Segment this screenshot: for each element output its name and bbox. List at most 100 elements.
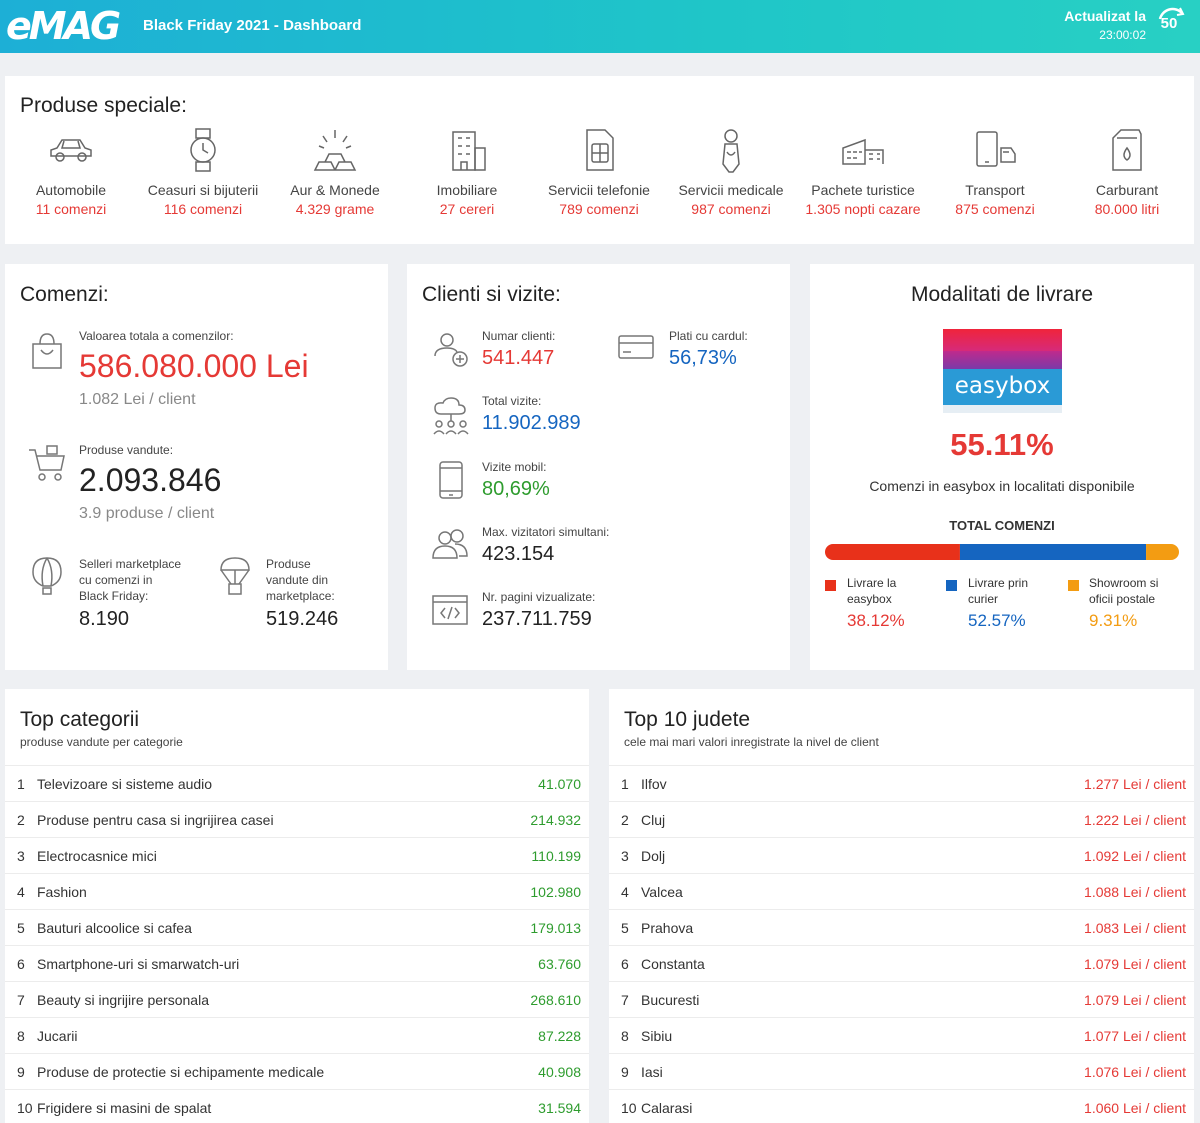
building-icon — [452, 131, 486, 171]
pages-viewed-label: Nr. pagini vizualizate: — [482, 590, 596, 604]
special-item-value: 80.000 litri — [1094, 201, 1160, 217]
products-sold-value: 2.093.846 — [79, 462, 222, 498]
top-categories-title: Top categorii — [20, 708, 140, 731]
row-value: 1.077 Lei / client — [1084, 1028, 1186, 1044]
row-name: Valcea — [641, 884, 683, 900]
table-row: 10 Frigidere si masini de spalat 31.594 — [5, 1089, 589, 1123]
sellers-label: Selleri marketplace cu comenzi in Black … — [79, 556, 181, 604]
mobile-visits-label: Vizite mobil: — [482, 460, 547, 474]
sellers-value: 8.190 — [79, 608, 130, 630]
row-name: Smartphone-uri si smarwatch-uri — [37, 956, 240, 972]
row-name: Calarasi — [641, 1100, 693, 1116]
total-orders-label: TOTAL COMENZI — [949, 518, 1055, 533]
row-rank: 2 — [621, 812, 629, 828]
total-value-label: Valoarea totala a comenzilor: — [79, 329, 234, 343]
row-value: 268.610 — [530, 992, 581, 1008]
special-item-name: Aur & Monede — [290, 182, 380, 198]
row-rank: 5 — [621, 920, 629, 936]
row-rank: 3 — [621, 848, 629, 864]
row-name: Bucuresti — [641, 992, 700, 1008]
table-row: 3 Electrocasnice mici 110.199 — [5, 837, 589, 873]
special-products-card: Produse speciale: Automobile 11 comenzi … — [5, 76, 1194, 244]
special-item-gold: Aur & Monede 4.329 grame — [269, 126, 401, 217]
table-row: 8 Sibiu 1.077 Lei / client — [609, 1017, 1194, 1053]
clients-count-value: 541.447 — [482, 347, 555, 369]
special-item-watches: Ceasuri si bijuterii 116 comenzi — [137, 126, 269, 217]
top-counties-title: Top 10 judete — [624, 708, 751, 731]
concurrent-visitors-value: 423.154 — [482, 543, 555, 565]
special-item-value: 987 comenzi — [691, 201, 771, 217]
table-row: 1 Televizoare si sisteme audio 41.070 — [5, 765, 589, 801]
table-row: 6 Constanta 1.079 Lei / client — [609, 945, 1194, 981]
fuel-icon — [1112, 129, 1142, 171]
row-name: Produse pentru casa si ingrijirea casei — [37, 812, 274, 828]
watch-icon — [190, 128, 216, 172]
table-row: 2 Produse pentru casa si ingrijirea casei… — [5, 801, 589, 837]
row-rank: 9 — [17, 1064, 25, 1080]
marketplace-products-label: Produse vandute din marketplace: — [266, 556, 335, 604]
balloon-icon — [32, 557, 62, 595]
special-item-value: 789 comenzi — [559, 201, 639, 217]
special-item-value: 875 comenzi — [955, 201, 1035, 217]
row-rank: 4 — [621, 884, 629, 900]
card-payments-label: Plati cu cardul: — [669, 329, 748, 343]
row-name: Frigidere si masini de spalat — [37, 1100, 212, 1116]
table-row: 4 Fashion 102.980 — [5, 873, 589, 909]
table-row: 6 Smartphone-uri si smarwatch-uri 63.760 — [5, 945, 589, 981]
legend-label: Showroom si — [1089, 576, 1159, 590]
row-name: Jucarii — [37, 1028, 78, 1044]
sim-icon — [586, 129, 614, 171]
add-client-icon — [434, 333, 468, 367]
page-title: Black Friday 2021 - Dashboard — [143, 17, 362, 34]
special-item-value: 116 comenzi — [163, 201, 243, 217]
row-value: 1.079 Lei / client — [1084, 992, 1186, 1008]
bar-segment-2 — [959, 544, 1147, 560]
bar-segment-3 — [1146, 544, 1179, 560]
row-name: Prahova — [641, 920, 694, 936]
table-row: 10 Calarasi 1.060 Lei / client — [609, 1089, 1194, 1123]
legend-value: 38.12% — [847, 611, 905, 630]
card-payments-value: 56,73% — [669, 347, 737, 369]
products-sold-label: Produse vandute: — [79, 443, 174, 457]
sellers-label-line: Selleri marketplace — [79, 557, 182, 571]
row-name: Ilfov — [641, 776, 667, 792]
row-rank: 2 — [17, 812, 25, 828]
gold-icon — [313, 130, 357, 171]
table-row: 5 Bauturi alcoolice si cafea 179.013 — [5, 909, 589, 945]
orders-card: Comenzi: Valoarea totala a comenzilor: 5… — [5, 264, 388, 670]
row-rank: 10 — [17, 1100, 33, 1116]
table-row: 7 Bucuresti 1.079 Lei / client — [609, 981, 1194, 1017]
car-icon — [50, 139, 92, 162]
header-bar: eMAG Black Friday 2021 - Dashboard Actua… — [0, 0, 1200, 53]
table-row: 3 Dolj 1.092 Lei / client — [609, 837, 1194, 873]
total-visits-label: Total vizite: — [482, 394, 542, 408]
row-rank: 8 — [17, 1028, 25, 1044]
sellers-label-line: cu comenzi in — [79, 573, 153, 587]
medical-icon — [722, 129, 740, 173]
special-item-name: Imobiliare — [436, 182, 498, 198]
special-item-value: 11 comenzi — [35, 201, 107, 217]
legend-label: Livrare la — [847, 576, 897, 590]
total-per-client: 1.082 Lei / client — [79, 391, 196, 408]
mobile-visits-value: 80,69% — [482, 478, 550, 500]
special-item-name: Servicii medicale — [678, 182, 784, 198]
row-name: Sibiu — [641, 1028, 673, 1044]
mobile-phone-icon — [439, 461, 463, 499]
easybox-percent: 55.11% — [950, 427, 1054, 462]
users-group-icon — [432, 529, 468, 559]
top-counties-list: 1 Ilfov 1.277 Lei / client 2 Cluj 1.222 Lei /… — [609, 765, 1194, 1123]
table-row: 4 Valcea 1.088 Lei / client — [609, 873, 1194, 909]
row-rank: 4 — [17, 884, 25, 900]
row-value: 102.980 — [530, 884, 581, 900]
refresh-countdown[interactable]: 50 — [1154, 5, 1190, 41]
table-row: 8 Jucarii 87.228 — [5, 1017, 589, 1053]
products-per-client: 3.9 produse / client — [79, 505, 215, 522]
clients-title: Clienti si vizite: — [422, 283, 561, 306]
row-name: Fashion — [37, 884, 87, 900]
emag-logo[interactable]: eMAG — [6, 4, 121, 48]
row-value: 63.760 — [538, 956, 581, 972]
row-rank: 1 — [17, 776, 25, 792]
special-item-value: 1.305 nopti cazare — [805, 201, 921, 217]
row-name: Iasi — [641, 1064, 663, 1080]
sellers-label-line: Black Friday: — [79, 589, 149, 603]
